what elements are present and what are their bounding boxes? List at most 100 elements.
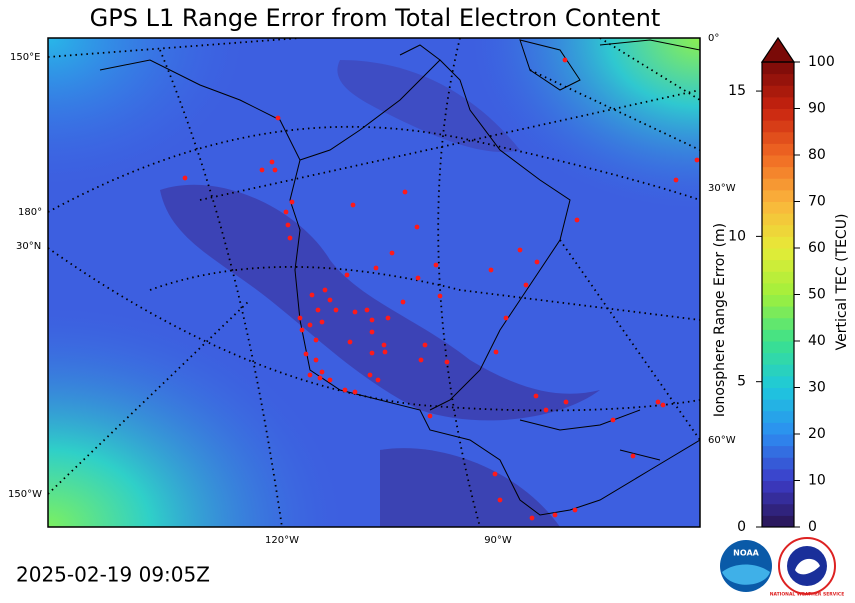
station-dot — [552, 512, 558, 518]
station-dot — [673, 177, 679, 183]
colorbar-label: Vertical TEC (TECU) — [834, 214, 850, 351]
station-dot — [517, 247, 523, 253]
colorbar-band — [762, 515, 794, 528]
colorbar-tick-label: 90 — [808, 101, 826, 117]
colorbar-band — [762, 457, 794, 470]
station-dot — [352, 309, 358, 315]
station-dot — [303, 351, 309, 357]
station-dot — [283, 209, 289, 215]
station-dot — [694, 157, 700, 163]
colorbar-band — [762, 422, 794, 435]
colorbar-tick-label: 40 — [808, 333, 826, 349]
colorbar-band — [762, 375, 794, 388]
station-dot — [437, 293, 443, 299]
colorbar-band — [762, 131, 794, 144]
colorbar-tick-label: 30 — [808, 380, 826, 396]
station-dot — [422, 342, 428, 348]
colorbar-band — [762, 62, 794, 75]
graticule-label: 0° — [708, 33, 719, 44]
station-dot — [660, 402, 666, 408]
colorbar-band — [762, 224, 794, 237]
station-dot — [433, 262, 439, 268]
station-dot — [492, 471, 498, 477]
station-dot — [364, 307, 370, 313]
colorbar-tick-label: 100 — [808, 54, 835, 70]
station-dot — [272, 167, 278, 173]
station-dot — [319, 319, 325, 325]
timestamp: 2025-02-19 09:05Z — [16, 563, 210, 587]
colorbar-band — [762, 503, 794, 516]
station-dot — [317, 375, 323, 381]
station-dot — [347, 339, 353, 345]
colorbar-band — [762, 387, 794, 400]
station-dot — [313, 357, 319, 363]
station-dot — [523, 282, 529, 288]
colorbar-band — [762, 294, 794, 307]
station-dot — [415, 275, 421, 281]
colorbar-band — [762, 399, 794, 412]
colorbar-band — [762, 445, 794, 458]
colorbar-band — [762, 410, 794, 423]
station-dot — [352, 389, 358, 395]
noaa-text: NOAA — [733, 549, 759, 558]
station-dot — [287, 235, 293, 241]
station-dot — [382, 349, 388, 355]
title: GPS L1 Range Error from Total Electron C… — [90, 4, 661, 32]
station-dot — [275, 115, 281, 121]
colorbar-band — [762, 259, 794, 272]
graticule-label: 120°W — [265, 535, 299, 546]
colorbar-band — [762, 178, 794, 191]
station-dot — [533, 393, 539, 399]
station-dot — [389, 250, 395, 256]
noaa-logo: NOAA — [720, 540, 772, 592]
station-dot — [307, 372, 313, 378]
graticule-label: 150°E — [10, 52, 40, 63]
colorbar-band — [762, 108, 794, 121]
range-axis-label: Ionosphere Range Error (m) — [712, 223, 728, 417]
range-tick-label: 15 — [728, 83, 746, 99]
station-dot — [534, 259, 540, 265]
station-dot — [572, 507, 578, 513]
colorbar-band — [762, 189, 794, 202]
colorbar-tick-label: 80 — [808, 147, 826, 163]
colorbar-band — [762, 96, 794, 109]
colorbar-band — [762, 201, 794, 214]
colorbar-tick-label: 50 — [808, 287, 826, 303]
colorbar-band — [762, 282, 794, 295]
colorbar-band — [762, 73, 794, 86]
station-dot — [315, 307, 321, 313]
colorbar-band — [762, 480, 794, 493]
station-dot — [630, 453, 636, 459]
colorbar-band — [762, 271, 794, 284]
graticule-label: 30°W — [708, 183, 736, 194]
range-tick-label: 10 — [728, 228, 746, 244]
station-dot — [402, 189, 408, 195]
colorbar-tick-label: 70 — [808, 194, 826, 210]
station-dot — [327, 377, 333, 383]
colorbar-band — [762, 248, 794, 261]
station-dot — [543, 407, 549, 413]
colorbar-band — [762, 85, 794, 98]
station-dot — [322, 287, 328, 293]
station-dot — [299, 327, 305, 333]
station-dot — [333, 307, 339, 313]
station-dot — [493, 349, 499, 355]
colorbar-tick-label: 20 — [808, 426, 826, 442]
station-dot — [655, 399, 661, 405]
colorbar-band — [762, 166, 794, 179]
colorbar-band — [762, 155, 794, 168]
colorbar-tick-label: 10 — [808, 473, 826, 489]
station-dot — [529, 515, 535, 521]
station-dot — [327, 297, 333, 303]
station-dot — [289, 199, 295, 205]
station-dot — [414, 224, 420, 230]
station-dot — [488, 267, 494, 273]
station-dot — [427, 413, 433, 419]
station-dot — [285, 222, 291, 228]
station-dot — [373, 265, 379, 271]
colorbar-band — [762, 434, 794, 447]
graticule-label: 60°W — [708, 435, 736, 446]
colorbar-extend — [760, 36, 796, 63]
graticule-label: 90°W — [484, 535, 512, 546]
